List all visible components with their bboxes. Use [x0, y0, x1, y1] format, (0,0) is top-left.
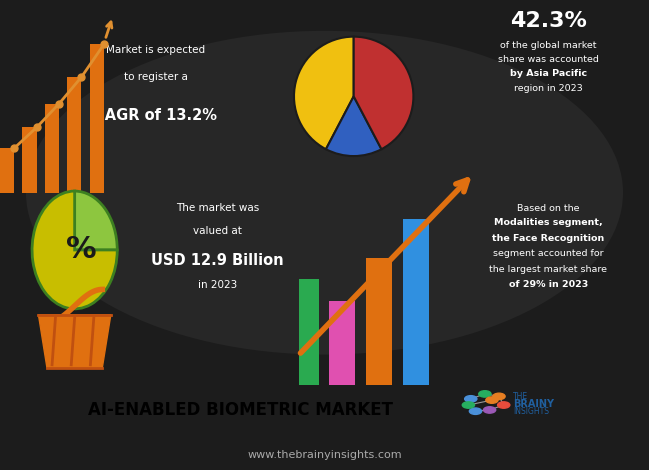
Text: to register a: to register a	[124, 72, 188, 82]
Bar	[23, 127, 36, 193]
Bar	[329, 301, 356, 385]
Text: USD 12.9 Billion: USD 12.9 Billion	[151, 253, 284, 267]
Text: 42.3%: 42.3%	[510, 11, 587, 31]
Text: Based on the: Based on the	[517, 204, 580, 212]
Circle shape	[462, 402, 474, 408]
Point	[54, 100, 64, 108]
Circle shape	[498, 402, 510, 408]
Circle shape	[493, 393, 505, 400]
Text: the Face Recognition: the Face Recognition	[493, 234, 604, 243]
Point	[9, 144, 19, 152]
Text: share was accounted: share was accounted	[498, 55, 599, 64]
Bar	[45, 104, 59, 193]
Text: in 2023: in 2023	[198, 280, 237, 290]
Point	[31, 124, 42, 131]
Point	[99, 41, 109, 48]
Wedge shape	[354, 37, 413, 149]
Text: region in 2023: region in 2023	[514, 84, 583, 93]
Bar	[0, 148, 14, 193]
Text: valued at: valued at	[193, 226, 242, 236]
Bar	[293, 279, 319, 385]
Text: the largest market share: the largest market share	[489, 265, 607, 274]
Text: INSIGHTS: INSIGHTS	[513, 407, 549, 415]
Text: CAGR of 13.2%: CAGR of 13.2%	[94, 108, 217, 123]
Circle shape	[469, 408, 482, 415]
Text: Modalities segment,: Modalities segment,	[494, 218, 603, 227]
Circle shape	[479, 391, 491, 397]
Wedge shape	[294, 37, 354, 149]
Text: by Asia Pacific: by Asia Pacific	[510, 70, 587, 78]
Bar	[366, 258, 392, 385]
Circle shape	[484, 407, 496, 413]
Polygon shape	[38, 315, 111, 368]
Point	[76, 73, 86, 81]
Wedge shape	[326, 96, 382, 156]
Text: of 29% in 2023: of 29% in 2023	[509, 280, 588, 289]
Text: segment accounted for: segment accounted for	[493, 249, 604, 258]
Bar	[67, 77, 81, 193]
Text: of the global market: of the global market	[500, 41, 596, 50]
Wedge shape	[32, 191, 117, 309]
Text: Market is expected: Market is expected	[106, 45, 205, 55]
Ellipse shape	[26, 31, 623, 354]
Text: AI-ENABLED BIOMETRIC MARKET: AI-ENABLED BIOMETRIC MARKET	[88, 401, 393, 419]
Text: www.thebrainyinsights.com: www.thebrainyinsights.com	[247, 450, 402, 460]
Wedge shape	[75, 191, 117, 250]
Text: The market was: The market was	[176, 203, 259, 213]
Text: %: %	[66, 235, 96, 265]
Circle shape	[465, 396, 477, 402]
Bar	[403, 219, 429, 385]
Bar	[90, 45, 104, 193]
Circle shape	[486, 397, 498, 403]
Text: BRAINY: BRAINY	[513, 399, 554, 409]
Text: THE: THE	[513, 392, 528, 401]
